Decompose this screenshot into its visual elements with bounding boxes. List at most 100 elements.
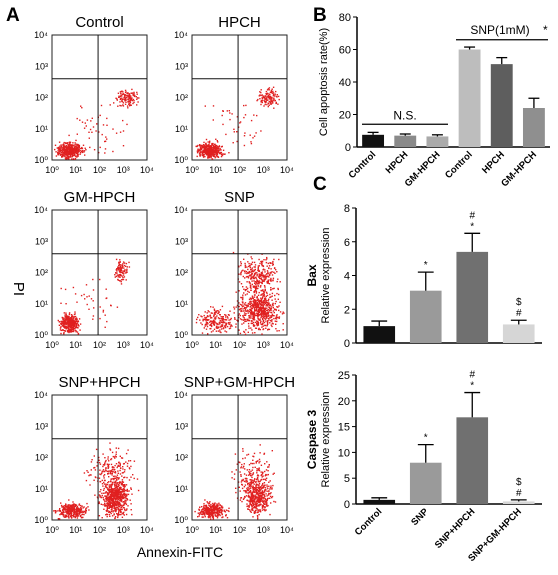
- flow-dot: [104, 504, 107, 506]
- flow-dot: [216, 505, 218, 508]
- flow-dot: [62, 510, 65, 512]
- flow-dot: [205, 504, 207, 506]
- flow-dot: [220, 331, 222, 334]
- flow-dot: [74, 326, 77, 329]
- flow-dot: [77, 145, 80, 147]
- flow-dot: [108, 491, 110, 493]
- flow-dot: [71, 146, 73, 148]
- flow-dot: [254, 276, 257, 279]
- flow-dot: [117, 472, 119, 474]
- flow-dot: [118, 274, 121, 276]
- flow-dot: [120, 94, 122, 96]
- flow-dot: [221, 320, 223, 322]
- flow-dot: [67, 318, 69, 320]
- flow-dot: [108, 490, 111, 492]
- flow-dot: [76, 331, 79, 333]
- flow-dot: [211, 153, 213, 155]
- flow-dot: [249, 309, 251, 312]
- flow-dot: [216, 515, 218, 517]
- flow-dot: [60, 513, 63, 515]
- flow-dot: [250, 494, 252, 496]
- flow-dot: [263, 299, 266, 301]
- flow-dot: [115, 500, 117, 503]
- flow-dot: [269, 274, 271, 276]
- flow-dot: [261, 307, 263, 309]
- flow-dot: [54, 512, 57, 514]
- flow-dot: [264, 324, 266, 327]
- flow-dot: [263, 295, 266, 297]
- flow-dot: [65, 154, 68, 156]
- flow-dot: [261, 100, 263, 103]
- flow-dot: [123, 493, 125, 495]
- flow-dot: [62, 515, 65, 517]
- flow-dot: [245, 474, 248, 476]
- flow-dot: [74, 515, 76, 518]
- flow-dot: [272, 484, 274, 487]
- flow-dot: [241, 270, 243, 272]
- flow-dot: [129, 94, 131, 97]
- flow-dot: [206, 512, 208, 515]
- flow-dot: [258, 495, 260, 497]
- flow-dot: [242, 319, 245, 321]
- flow-dot: [252, 480, 254, 482]
- flow-dot: [254, 301, 256, 304]
- flow-dot: [79, 119, 81, 121]
- flow-dot: [265, 295, 267, 297]
- flow-dot: [76, 144, 78, 147]
- flow-dot: [204, 146, 206, 149]
- flow-dot: [253, 114, 255, 116]
- flow-dot: [244, 264, 247, 266]
- flow-dot: [124, 91, 127, 94]
- flow-dot: [248, 500, 250, 502]
- flow-dot: [213, 308, 216, 310]
- flow-dot: [72, 320, 74, 322]
- flow-dot: [79, 504, 82, 507]
- flow-dot: [75, 504, 78, 506]
- flow-dot: [245, 320, 247, 322]
- flow-dot: [92, 289, 95, 291]
- flow-dot: [118, 96, 121, 98]
- flow-dot: [62, 145, 65, 148]
- flow-xtick-label: 10⁴: [140, 525, 154, 535]
- flow-xtick-label: 10⁴: [280, 340, 294, 350]
- flow-dot: [236, 131, 238, 133]
- flow-dot: [263, 502, 265, 505]
- flow-dot: [278, 317, 280, 319]
- flow-dot: [255, 488, 257, 491]
- flow-dot: [65, 149, 67, 151]
- flow-dot: [245, 270, 248, 273]
- flow-dot: [239, 490, 241, 492]
- flow-dot: [205, 321, 208, 323]
- flow-dot: [124, 484, 126, 486]
- flow-dot: [69, 317, 72, 319]
- flow-dot: [258, 493, 260, 495]
- flow-dot: [110, 512, 112, 515]
- flow-dot: [248, 496, 250, 498]
- flow-dot: [108, 511, 110, 513]
- flow-dot: [120, 508, 122, 510]
- flow-dot: [199, 146, 202, 148]
- flow-dot: [255, 286, 258, 288]
- flow-dot: [259, 495, 261, 498]
- flow-dot: [261, 279, 264, 281]
- flow-dot: [133, 101, 135, 104]
- flow-dot: [256, 114, 258, 117]
- flow-dot: [275, 315, 278, 317]
- flow-dot: [259, 277, 261, 280]
- flow-dot: [125, 497, 127, 500]
- flow-dot: [252, 324, 255, 327]
- flow-dot: [243, 144, 246, 147]
- flow-dot: [261, 282, 263, 285]
- flow-dot: [210, 156, 212, 158]
- flow-dot: [256, 503, 258, 505]
- flow-dot: [100, 104, 103, 107]
- flow-dot: [121, 264, 123, 266]
- flow-dot: [242, 286, 244, 288]
- flow-dot: [64, 315, 66, 318]
- flow-dot: [258, 319, 260, 321]
- flow-dot: [195, 145, 197, 148]
- flow-dot: [115, 502, 117, 504]
- flow-dot: [233, 128, 235, 130]
- flow-dot: [216, 517, 219, 519]
- flow-dot: [71, 153, 74, 155]
